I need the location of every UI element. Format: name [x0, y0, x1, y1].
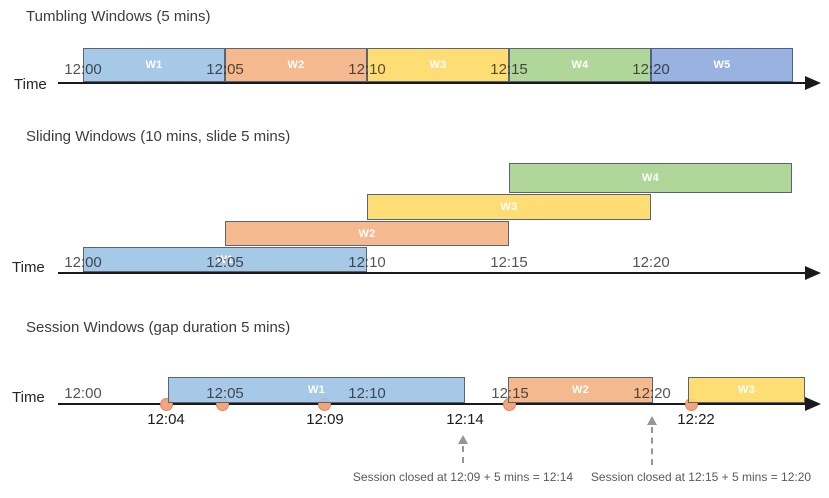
session-close-annotation: Session closed at 12:15 + 5 mins = 12:20 — [590, 470, 812, 484]
window-label: W1 — [145, 59, 163, 71]
tumbling-window-w5: W5 — [651, 48, 793, 82]
axis-arrowhead-icon — [805, 397, 821, 411]
arrow-stem — [651, 427, 653, 465]
window-label: W4 — [641, 172, 660, 184]
session-window-w1: W1 — [168, 377, 465, 403]
sliding-window-w3: W3 — [367, 194, 651, 220]
tick-label: 12:20 — [632, 254, 670, 271]
axis-time-label: Time — [14, 76, 47, 93]
timeline-axis — [58, 272, 808, 274]
window-label: W1 — [216, 253, 234, 266]
axis-arrowhead-icon — [805, 266, 821, 280]
timeline-axis — [58, 403, 808, 405]
tick-label: 12:15 — [490, 254, 528, 271]
sliding-window-w2: W2 — [225, 221, 509, 246]
session-close-arrow-icon — [646, 416, 658, 465]
tick-label: 12:10 — [348, 254, 386, 271]
tick-label: 12:20 — [632, 61, 670, 78]
tick-label: 12:05 — [206, 61, 244, 78]
tick-label: 12:20 — [633, 385, 671, 402]
window-label: W4 — [571, 59, 589, 71]
session-close-annotation: Session closed at 12:09 + 5 mins = 12:14 — [352, 470, 574, 484]
axis-arrowhead-icon — [805, 76, 821, 90]
diagram-title-session: Session Windows (gap duration 5 mins) — [26, 319, 291, 336]
window-label: W1 — [307, 384, 326, 396]
diagram-title-tumbling: Tumbling Windows (5 mins) — [26, 8, 211, 25]
tick-label: 12:15 — [490, 61, 528, 78]
diagram-title-sliding: Sliding Windows (10 mins, slide 5 mins) — [26, 128, 291, 145]
axis-time-label: Time — [12, 389, 45, 406]
tick-label: 12:05 — [206, 254, 244, 271]
window-label: W5 — [713, 59, 731, 71]
tick-label: 12:10 — [348, 385, 386, 402]
event-time-label: 12:22 — [677, 411, 715, 428]
window-label: W2 — [358, 227, 376, 240]
session-close-time-label: 12:14 — [446, 411, 484, 428]
event-dot — [216, 398, 229, 411]
tick-label: 12:10 — [348, 61, 386, 78]
session-close-arrow-icon — [457, 435, 469, 463]
tumbling-window-w1: W1 — [83, 48, 225, 82]
window-label: W3 — [737, 384, 756, 396]
event-time-label: 12:09 — [306, 411, 344, 428]
tick-label: 12:05 — [206, 385, 244, 402]
tick-label: 12:00 — [64, 385, 102, 402]
tumbling-window-w4: W4 — [509, 48, 651, 82]
session-window-w3: W3 — [688, 377, 805, 403]
axis-time-label: Time — [12, 259, 45, 276]
sliding-window-w1: W1 — [83, 247, 367, 272]
tick-label: 12:15 — [491, 385, 529, 402]
session-window-w2: W2 — [508, 377, 653, 403]
tick-label: 12:00 — [64, 61, 102, 78]
window-label: W2 — [287, 59, 305, 71]
event-dot — [318, 398, 331, 411]
timeline-axis — [58, 82, 808, 84]
arrow-head — [458, 435, 468, 444]
window-label: W2 — [571, 384, 590, 396]
window-label: W3 — [500, 201, 518, 213]
arrow-stem — [462, 446, 464, 463]
window-label: W3 — [429, 59, 447, 71]
sliding-window-w4: W4 — [509, 163, 792, 193]
event-dot — [160, 398, 173, 411]
tumbling-window-w3: W3 — [367, 48, 509, 82]
event-time-label: 12:04 — [147, 411, 185, 428]
arrow-head — [647, 416, 657, 425]
event-dot — [503, 398, 516, 411]
tumbling-window-w2: W2 — [225, 48, 367, 82]
event-dot — [685, 398, 698, 411]
tick-label: 12:00 — [64, 254, 102, 271]
